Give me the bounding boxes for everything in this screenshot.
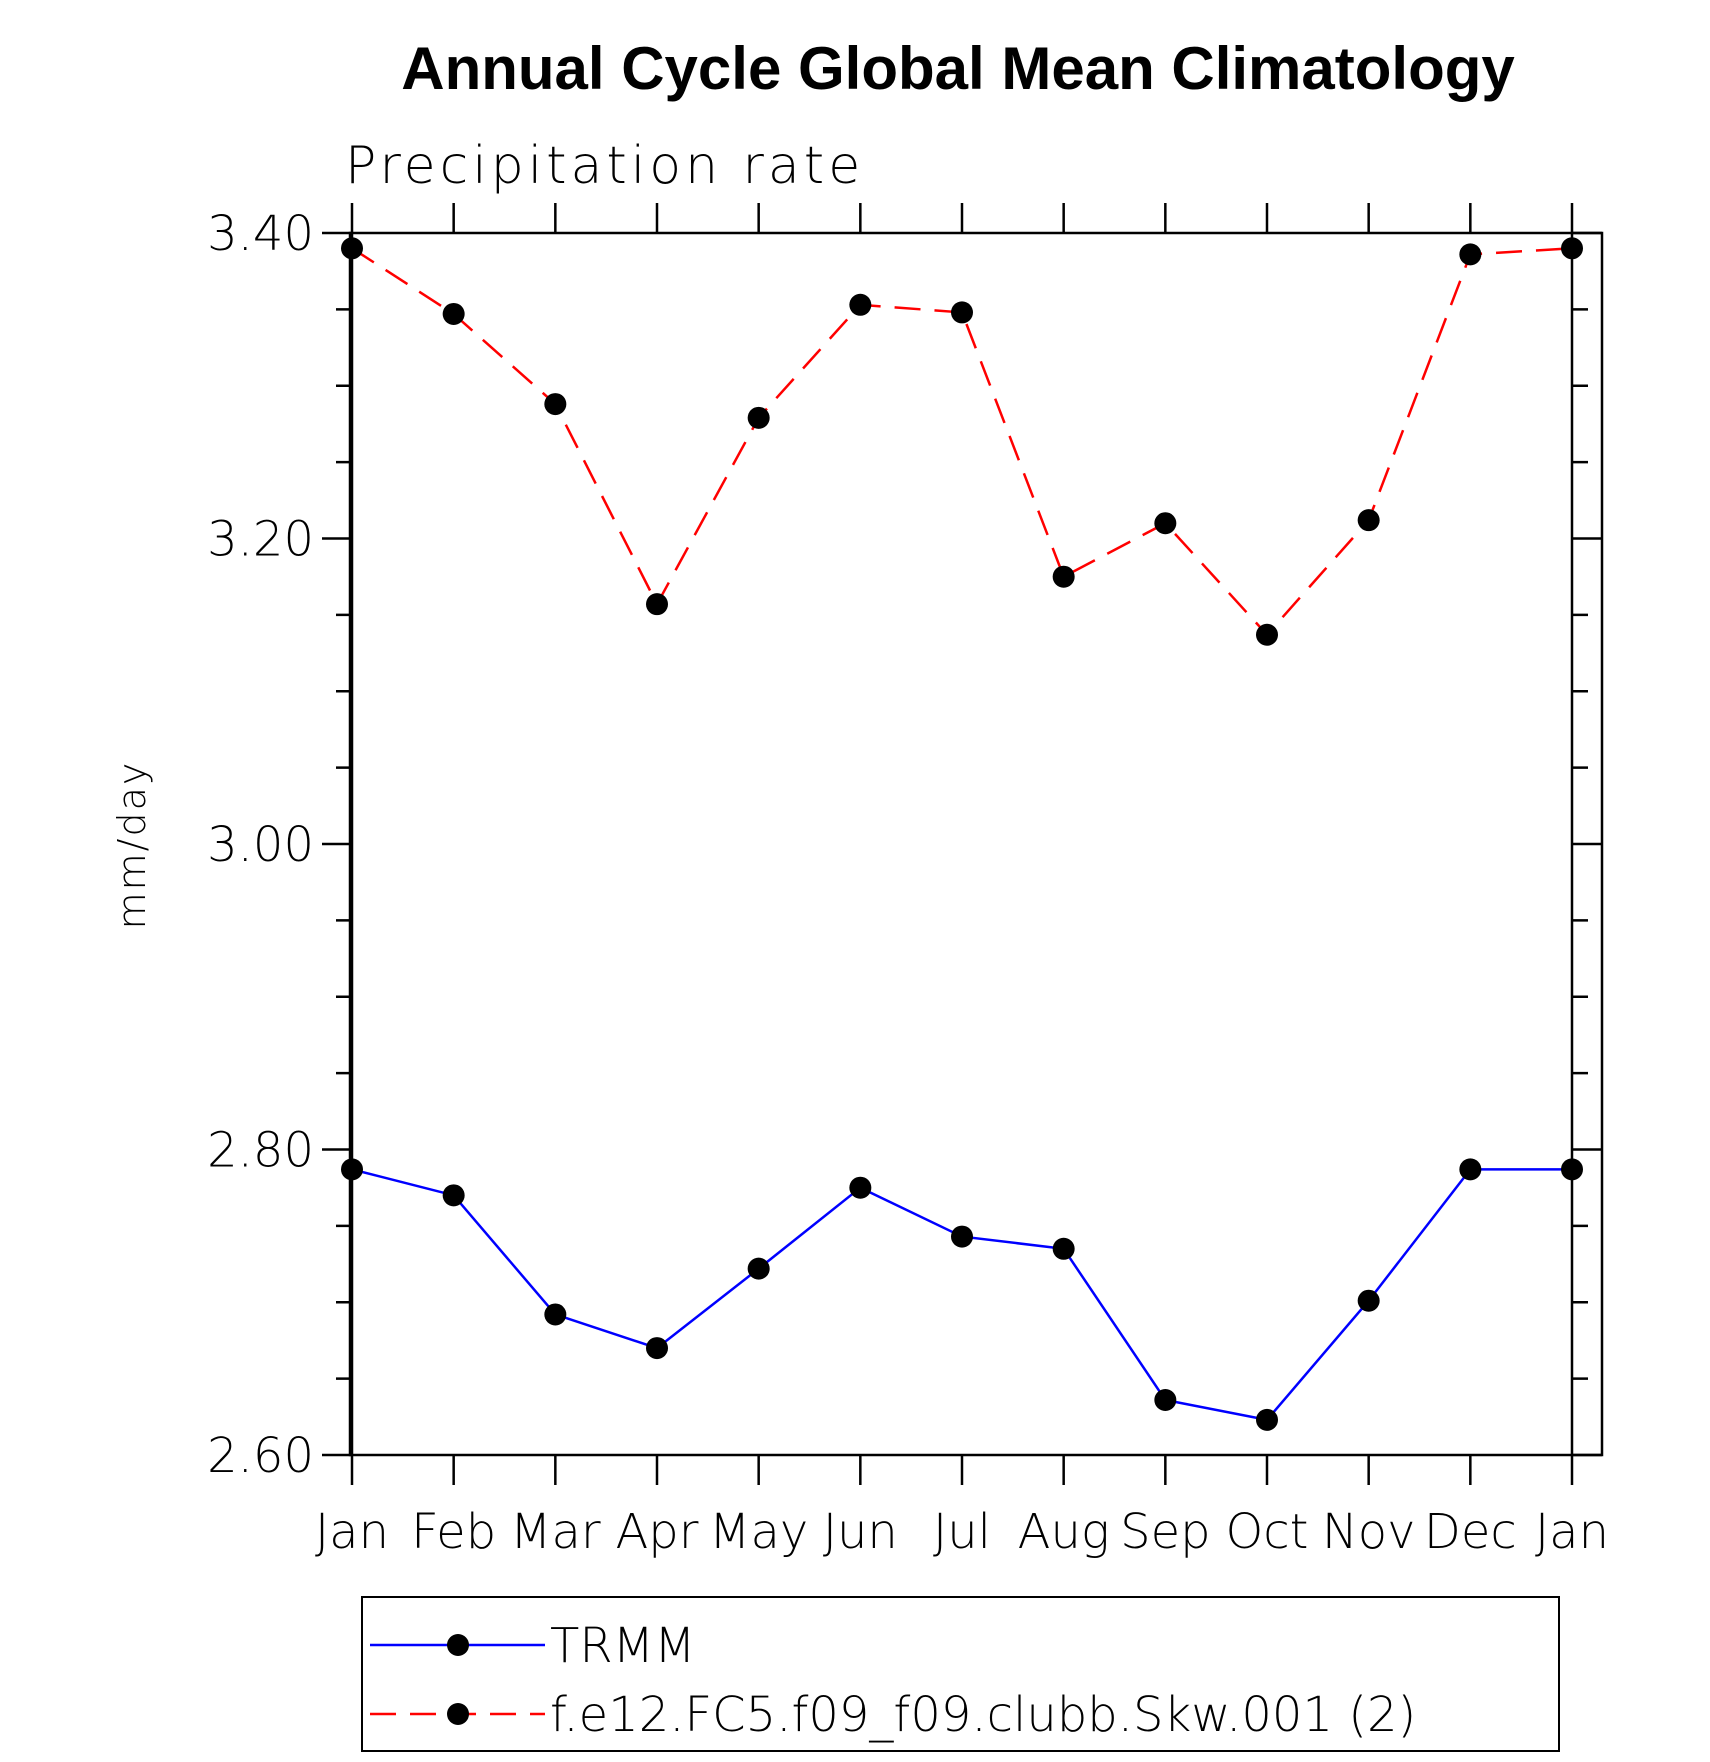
legend-marker	[447, 1634, 469, 1656]
data-point	[1459, 1158, 1482, 1181]
x-tick-label: Aug	[1018, 1504, 1110, 1560]
x-tick-label: Oct	[1226, 1504, 1309, 1560]
data-point	[1459, 243, 1482, 266]
data-point	[747, 406, 770, 429]
data-point	[951, 301, 973, 324]
data-point	[1357, 509, 1380, 532]
x-axis: Jan Feb Mar Apr May Jun Jul Aug Sep Oct Nov Dec Jan	[315, 203, 1609, 1560]
x-tick-label: Nov	[1322, 1504, 1416, 1560]
legend-label: f.e12.FC5.f09_f09.clubb.Skw.001 (2)	[550, 1687, 1416, 1743]
data-point	[1256, 623, 1278, 646]
data-point	[544, 1303, 567, 1326]
plot-frame	[348, 231, 1604, 1457]
x-tick-label: May	[709, 1504, 808, 1560]
chart-subtitle: Precipitation rate	[345, 136, 864, 196]
data-point	[1561, 1158, 1583, 1181]
series-line	[351, 1168, 1572, 1422]
data-point	[341, 1158, 363, 1181]
y-tick-label: 3.20	[207, 512, 314, 568]
data-point	[646, 593, 668, 616]
data-point	[341, 237, 363, 260]
data-point	[1052, 1237, 1075, 1260]
x-tick-label: Jun	[823, 1504, 898, 1560]
x-tick-label: Sep	[1120, 1504, 1210, 1560]
data-point	[442, 1184, 465, 1207]
legend-marker	[447, 1703, 469, 1725]
y-tick-label: 3.40	[207, 206, 314, 262]
x-tick-label: Feb	[411, 1504, 496, 1560]
data-point	[1052, 565, 1075, 588]
data-point	[951, 1225, 973, 1248]
data-point	[1154, 1389, 1177, 1412]
x-tick-label: Jan	[315, 1504, 389, 1560]
y-tick-label: 2.80	[207, 1123, 314, 1179]
x-tick-label: Jul	[933, 1504, 991, 1560]
data-point	[849, 1176, 872, 1199]
data-point	[442, 302, 465, 325]
data-point	[646, 1337, 668, 1360]
data-point	[544, 393, 567, 416]
x-tick-label: Jan	[1535, 1504, 1609, 1560]
x-tick-label: Apr	[615, 1504, 698, 1560]
legend-label: TRMM	[550, 1618, 696, 1674]
data-point	[1154, 512, 1177, 535]
data-point	[1256, 1408, 1278, 1431]
data-point	[849, 293, 872, 316]
legend-box	[361, 1596, 1560, 1752]
data-point	[747, 1257, 770, 1280]
x-tick-label: Dec	[1424, 1504, 1517, 1560]
y-axis-label: mm/day	[110, 761, 154, 930]
data-point	[1357, 1289, 1380, 1312]
y-tick-label: 3.00	[207, 817, 314, 873]
y-tick-label: 2.60	[207, 1428, 314, 1484]
series-layer	[341, 237, 1583, 1431]
data-point	[1561, 237, 1583, 260]
x-tick-label: Mar	[510, 1504, 601, 1560]
chart-title: Annual Cycle Global Mean Climatology	[401, 35, 1515, 102]
y-axis: 2.60 2.80 3.00 3.20 3.40	[207, 206, 1602, 1484]
legend: TRMM f.e12.FC5.f09_f09.clubb.Skw.001 (2)	[361, 1596, 1560, 1752]
plot-border	[348, 231, 1604, 1457]
